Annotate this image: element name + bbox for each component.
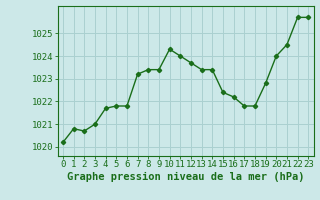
X-axis label: Graphe pression niveau de la mer (hPa): Graphe pression niveau de la mer (hPa) (67, 172, 304, 182)
